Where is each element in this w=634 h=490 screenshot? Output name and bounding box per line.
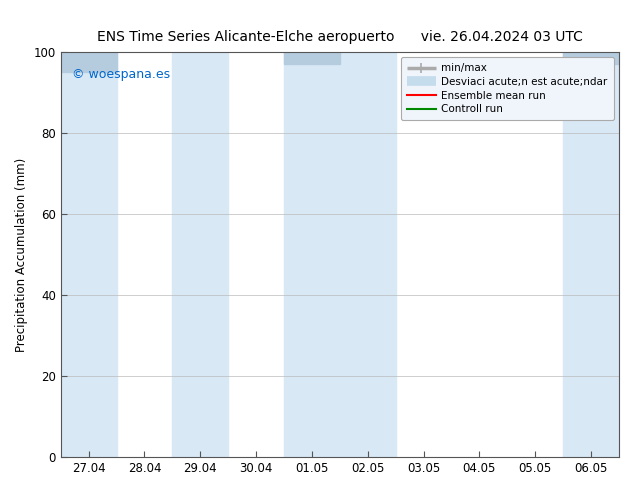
Bar <box>563 52 619 64</box>
Y-axis label: Precipitation Accumulation (mm): Precipitation Accumulation (mm) <box>15 157 28 352</box>
Legend: min/max, Desviaci acute;n est acute;ndar, Ensemble mean run, Controll run: min/max, Desviaci acute;n est acute;ndar… <box>401 57 614 121</box>
Bar <box>284 52 340 64</box>
Text: © woespana.es: © woespana.es <box>72 68 170 81</box>
Bar <box>284 52 340 457</box>
Bar <box>172 52 228 457</box>
Bar <box>61 52 117 72</box>
Bar <box>340 52 396 457</box>
Bar <box>563 52 619 457</box>
Bar <box>61 52 117 457</box>
Title: ENS Time Series Alicante-Elche aeropuerto      vie. 26.04.2024 03 UTC: ENS Time Series Alicante-Elche aeropuert… <box>97 30 583 44</box>
